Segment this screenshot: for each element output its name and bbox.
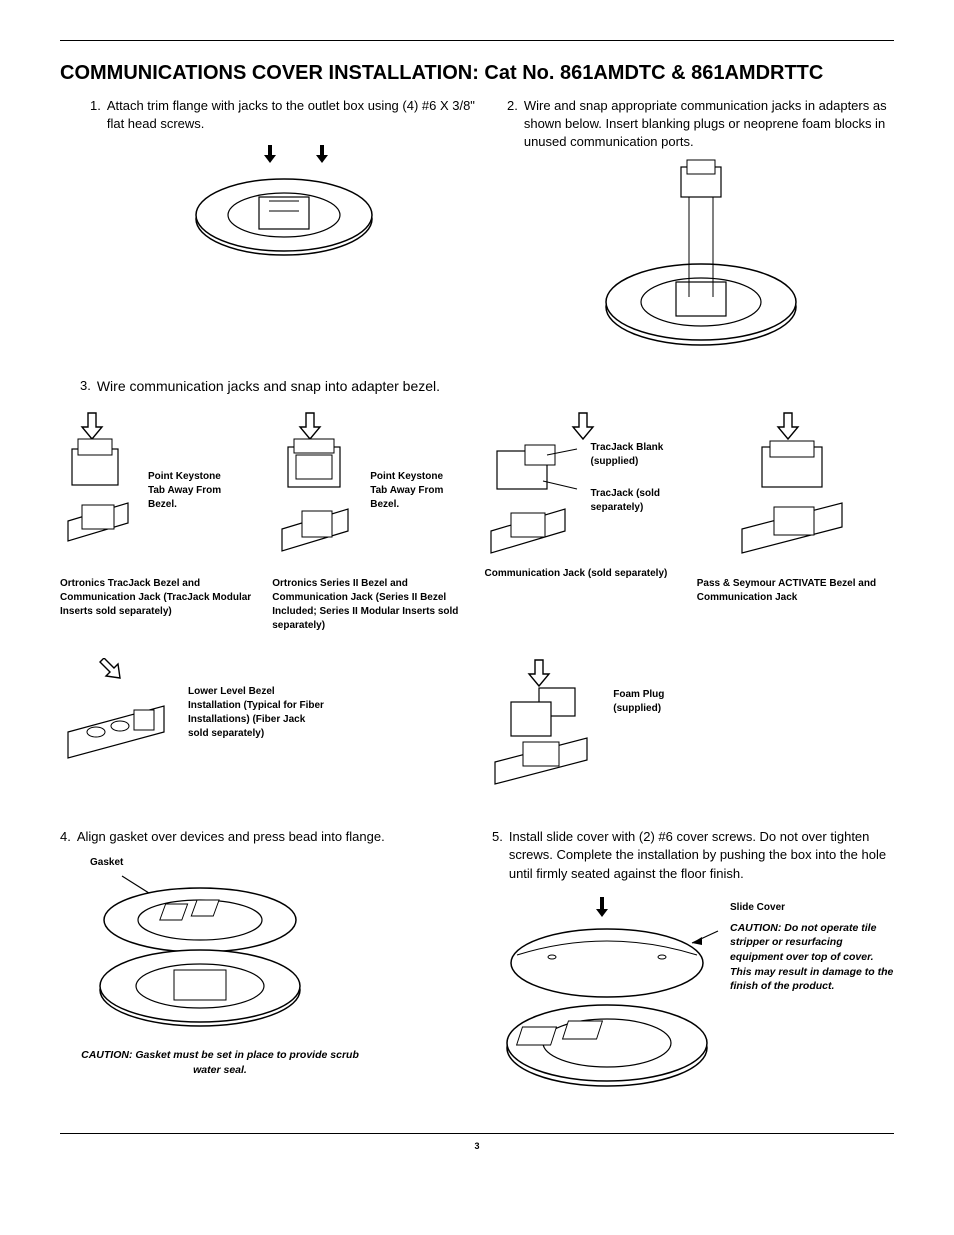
- step-1: 1. Attach trim flange with jacks to the …: [90, 97, 477, 133]
- bezel-4: Pass & Seymour ACTIVATE Bezel and Commun…: [697, 411, 894, 633]
- bezel-4-caption: Pass & Seymour ACTIVATE Bezel and Commun…: [697, 577, 894, 605]
- step-3-num: 3.: [80, 377, 91, 397]
- step-2-num: 2.: [507, 97, 518, 152]
- step-2: 2. Wire and snap appropriate communicati…: [507, 97, 894, 152]
- figure-bezel-3: [485, 441, 585, 561]
- page-title: COMMUNICATIONS COVER INSTALLATION: Cat N…: [60, 59, 894, 87]
- figure-step-5: [492, 893, 722, 1103]
- step-2-text: Wire and snap appropriate communication …: [524, 97, 894, 152]
- step-5: 5. Install slide cover with (2) #6 cover…: [492, 828, 894, 883]
- step-5-num: 5.: [492, 828, 503, 883]
- rule-top: [60, 40, 894, 41]
- figure-bezel-2: [272, 411, 362, 571]
- figure-step-2: [581, 152, 821, 352]
- step-2-col: 2. Wire and snap appropriate communicati…: [507, 97, 894, 352]
- bezel-2-caption: Ortronics Series II Bezel and Communicat…: [272, 577, 469, 633]
- bezel-1-caption: Ortronics TracJack Bezel and Communicati…: [60, 577, 257, 619]
- steps-1-2: 1. Attach trim flange with jacks to the …: [60, 97, 894, 352]
- bezel-row-2: Lower Level Bezel Installation (Typical …: [60, 658, 894, 788]
- figure-step-4: [60, 870, 320, 1040]
- bezel-3: TracJack Blank (supplied) TracJack (sold…: [485, 411, 682, 633]
- caution-gasket: CAUTION: Gasket must be set in place to …: [80, 1048, 360, 1077]
- bezel-row-1: Point Keystone Tab Away From Bezel. Ortr…: [60, 411, 894, 633]
- step-4-col: 4. Align gasket over devices and press b…: [60, 828, 462, 1103]
- rule-bottom: [60, 1133, 894, 1134]
- step-4: 4. Align gasket over devices and press b…: [60, 828, 462, 846]
- bezel-lower: Lower Level Bezel Installation (Typical …: [60, 658, 410, 788]
- bezel-2-body: Point Keystone Tab Away From Bezel.: [272, 411, 469, 571]
- step-1-num: 1.: [90, 97, 101, 133]
- step-5-text: Install slide cover with (2) #6 cover sc…: [509, 828, 894, 883]
- step-1-text: Attach trim flange with jacks to the out…: [107, 97, 477, 133]
- bezel-1-note: Point Keystone Tab Away From Bezel.: [148, 470, 238, 512]
- step-5-col: 5. Install slide cover with (2) #6 cover…: [492, 828, 894, 1103]
- figure-lower-bezel: [60, 658, 180, 768]
- step-3: 3. Wire communication jacks and snap int…: [60, 377, 894, 397]
- bezel-2-note: Point Keystone Tab Away From Bezel.: [370, 470, 460, 512]
- figure-step-1: [174, 139, 394, 269]
- step-3-text: Wire communication jacks and snap into a…: [97, 377, 894, 397]
- lower-level-note: Lower Level Bezel Installation (Typical …: [188, 685, 328, 741]
- page-number: 3: [60, 1140, 894, 1153]
- figure-foam-plug: [485, 658, 605, 788]
- step-4-num: 4.: [60, 828, 71, 846]
- step-1-col: 1. Attach trim flange with jacks to the …: [60, 97, 477, 352]
- steps-4-5: 4. Align gasket over devices and press b…: [60, 828, 894, 1103]
- bezel-1-body: Point Keystone Tab Away From Bezel.: [60, 411, 257, 571]
- caution-slide-prefix: CAUTION:: [730, 922, 781, 934]
- caution-slide: CAUTION: Do not operate tile stripper or…: [730, 921, 894, 994]
- step-4-text: Align gasket over devices and press bead…: [77, 828, 462, 846]
- slide-cover-label: Slide Cover: [730, 901, 894, 915]
- figure-bezel-1: [60, 411, 140, 571]
- bezel-2: Point Keystone Tab Away From Bezel. Ortr…: [272, 411, 469, 633]
- bezel-1: Point Keystone Tab Away From Bezel. Ortr…: [60, 411, 257, 633]
- foam-plug-note: Foam Plug (supplied): [613, 688, 703, 716]
- bezel-foam: Foam Plug (supplied): [485, 658, 835, 788]
- bezel-3-caption: Communication Jack (sold separately): [485, 567, 682, 581]
- gasket-label: Gasket: [90, 856, 320, 870]
- figure-bezel-3-arrow: [568, 411, 598, 441]
- tracjack-blank-label: TracJack Blank (supplied): [591, 441, 681, 469]
- figure-bezel-4: [730, 411, 860, 571]
- tracjack-sold-label: TracJack (sold separately): [591, 487, 681, 515]
